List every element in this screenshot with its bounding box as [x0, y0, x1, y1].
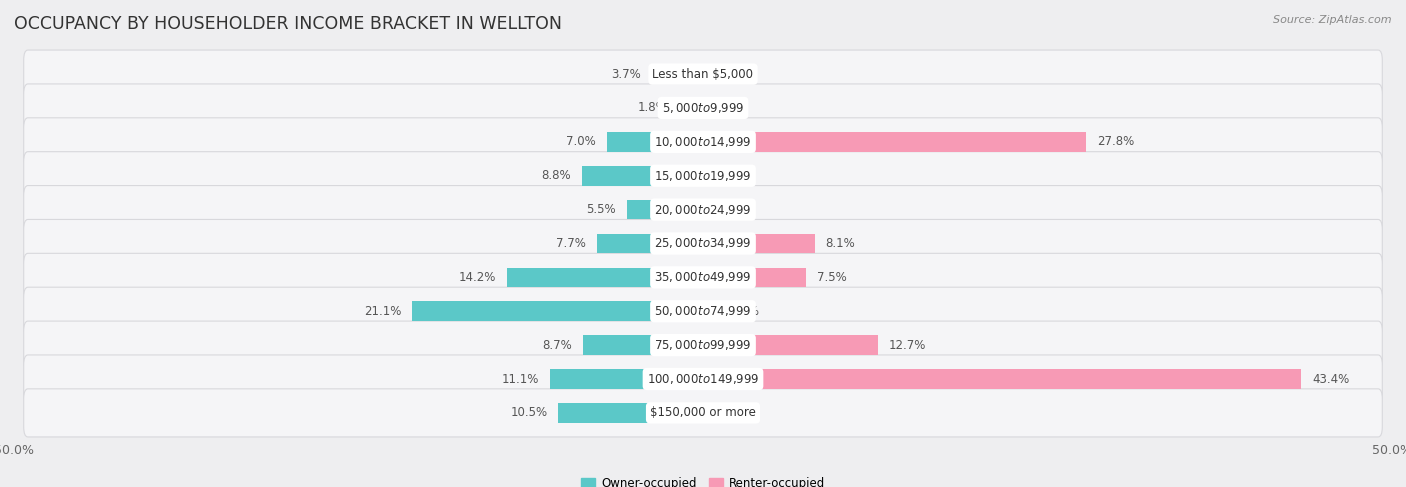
Text: 0.0%: 0.0%	[714, 68, 744, 81]
FancyBboxPatch shape	[24, 220, 1382, 267]
Text: Less than $5,000: Less than $5,000	[652, 68, 754, 81]
Bar	[703, 369, 1301, 389]
Bar	[598, 234, 703, 253]
Text: 12.7%: 12.7%	[889, 338, 927, 352]
Bar	[627, 200, 703, 220]
Text: $75,000 to $99,999: $75,000 to $99,999	[654, 338, 752, 352]
Bar	[606, 132, 703, 151]
Bar	[703, 336, 877, 355]
FancyBboxPatch shape	[24, 253, 1382, 301]
Text: $5,000 to $9,999: $5,000 to $9,999	[662, 101, 744, 115]
Text: $35,000 to $49,999: $35,000 to $49,999	[654, 270, 752, 284]
Text: 0.0%: 0.0%	[714, 169, 744, 182]
FancyBboxPatch shape	[24, 389, 1382, 437]
Bar	[703, 234, 814, 253]
Text: $20,000 to $24,999: $20,000 to $24,999	[654, 203, 752, 217]
Bar	[508, 267, 703, 287]
Text: $10,000 to $14,999: $10,000 to $14,999	[654, 135, 752, 149]
Text: $15,000 to $19,999: $15,000 to $19,999	[654, 169, 752, 183]
FancyBboxPatch shape	[24, 84, 1382, 132]
Legend: Owner-occupied, Renter-occupied: Owner-occupied, Renter-occupied	[576, 472, 830, 487]
Text: 8.8%: 8.8%	[541, 169, 571, 182]
Text: 14.2%: 14.2%	[458, 271, 496, 284]
Text: 0.0%: 0.0%	[714, 406, 744, 419]
Text: 0.0%: 0.0%	[714, 203, 744, 216]
Text: 0.0%: 0.0%	[714, 101, 744, 114]
Bar	[703, 301, 711, 321]
Text: 8.1%: 8.1%	[825, 237, 855, 250]
Bar	[558, 403, 703, 423]
Text: 10.5%: 10.5%	[510, 406, 547, 419]
Bar	[583, 336, 703, 355]
Text: OCCUPANCY BY HOUSEHOLDER INCOME BRACKET IN WELLTON: OCCUPANCY BY HOUSEHOLDER INCOME BRACKET …	[14, 15, 562, 33]
Text: $100,000 to $149,999: $100,000 to $149,999	[647, 372, 759, 386]
Text: 7.5%: 7.5%	[817, 271, 846, 284]
Text: 11.1%: 11.1%	[502, 373, 538, 386]
Text: $50,000 to $74,999: $50,000 to $74,999	[654, 304, 752, 318]
Text: 3.7%: 3.7%	[612, 68, 641, 81]
FancyBboxPatch shape	[24, 287, 1382, 336]
Text: 5.5%: 5.5%	[586, 203, 616, 216]
Text: $25,000 to $34,999: $25,000 to $34,999	[654, 237, 752, 250]
FancyBboxPatch shape	[24, 355, 1382, 403]
Bar	[652, 64, 703, 84]
FancyBboxPatch shape	[24, 186, 1382, 234]
Bar	[550, 369, 703, 389]
Bar	[678, 98, 703, 118]
Text: 7.0%: 7.0%	[565, 135, 596, 149]
FancyBboxPatch shape	[24, 151, 1382, 200]
Text: 21.1%: 21.1%	[364, 305, 401, 318]
Text: 43.4%: 43.4%	[1312, 373, 1350, 386]
FancyBboxPatch shape	[24, 50, 1382, 98]
FancyBboxPatch shape	[24, 321, 1382, 369]
Text: 1.8%: 1.8%	[637, 101, 668, 114]
Text: 0.58%: 0.58%	[723, 305, 759, 318]
FancyBboxPatch shape	[24, 118, 1382, 166]
Bar	[703, 267, 807, 287]
Bar	[582, 166, 703, 186]
Text: 7.7%: 7.7%	[555, 237, 586, 250]
Text: 27.8%: 27.8%	[1097, 135, 1135, 149]
Text: Source: ZipAtlas.com: Source: ZipAtlas.com	[1274, 15, 1392, 25]
Bar	[412, 301, 703, 321]
Bar	[703, 132, 1085, 151]
Text: 8.7%: 8.7%	[543, 338, 572, 352]
Text: $150,000 or more: $150,000 or more	[650, 406, 756, 419]
